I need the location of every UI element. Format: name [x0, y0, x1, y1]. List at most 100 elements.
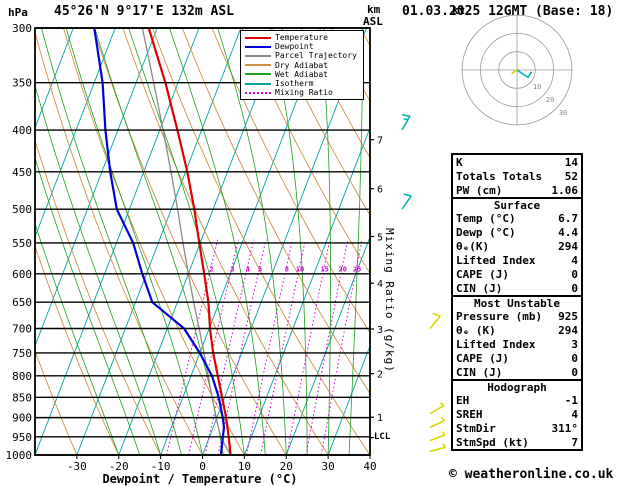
index-label: CIN (J) — [456, 365, 503, 379]
km-axis-label: km — [367, 3, 381, 16]
pressure-tick-label: 600 — [12, 268, 32, 281]
table-row: CIN (J) 0 — [453, 365, 581, 379]
legend-label: Parcel Trajectory — [275, 51, 357, 61]
mixing-ratio-line — [305, 239, 349, 455]
mixing-ratio-value-label: 5 — [258, 266, 262, 274]
mixing-ratio-value-label: 8 — [285, 266, 289, 274]
pressure-tick-label: 750 — [12, 347, 32, 360]
section-title: Surface — [493, 198, 541, 212]
temp-tick-label: 30 — [322, 460, 335, 473]
pressure-tick-label: 500 — [12, 203, 32, 216]
isotherm-line — [35, 28, 158, 348]
table-row: Dewp (°C) 4.4 — [453, 225, 581, 239]
table-row: SREH 4 — [453, 407, 581, 421]
legend-label: Wet Adiabat — [275, 69, 328, 79]
legend-item-mixing-ratio: Mixing Ratio — [245, 88, 361, 97]
temp-tick-label: -10 — [151, 460, 171, 473]
index-value: 311° — [551, 421, 579, 435]
hodograph-ring-label: 30 — [559, 109, 567, 117]
parcel-line-swatch — [245, 54, 271, 57]
mixing-ratio-value-label: 25 — [353, 266, 361, 274]
index-label: Totals Totals — [456, 169, 543, 183]
dry-adiabat-line-swatch — [245, 64, 271, 67]
mixing-ratio-value-label: 20 — [339, 266, 347, 274]
temp-tick-label: 40 — [363, 460, 376, 473]
hodograph-unit-label: kt — [452, 4, 466, 17]
table-row: CIN (J) 0 — [453, 281, 581, 295]
hodograph-range-ring — [479, 33, 554, 107]
index-label: Pressure (mb) — [456, 309, 543, 323]
table-row: PW (cm) 1.06 — [453, 183, 581, 197]
index-value: 0 — [571, 281, 578, 295]
mixing-ratio-line-swatch — [245, 91, 271, 94]
index-value: -1 — [564, 393, 578, 407]
pressure-tick-label: 800 — [12, 370, 32, 383]
lcl-label: LCL — [374, 432, 391, 442]
temp-tick-label: -30 — [67, 460, 87, 473]
legend-label: Mixing Ratio — [275, 88, 333, 98]
legend-label: Isotherm — [275, 79, 314, 89]
index-label: Dewp (°C) — [456, 225, 516, 239]
hodograph-ring-label: 10 — [533, 83, 541, 91]
index-value: 3 — [571, 337, 578, 351]
pressure-tick-label: 400 — [12, 124, 32, 137]
table-section-header-surface: Surface — [453, 197, 581, 212]
temp-tick-label: 0 — [199, 460, 206, 473]
index-label: CAPE (J) — [456, 267, 509, 281]
index-label: θₑ(K) — [456, 239, 490, 253]
isotherm-line — [76, 28, 242, 455]
index-label: Lifted Index — [456, 337, 536, 351]
pressure-tick-label: 650 — [12, 296, 32, 309]
index-label: CAPE (J) — [456, 351, 509, 365]
dry-adiabat-line — [300, 28, 370, 159]
table-row: Pressure (mb) 925 — [453, 309, 581, 323]
table-section-header-most-unstable: Most Unstable — [453, 295, 581, 310]
hodograph-trace-lower — [511, 69, 518, 75]
index-value: 0 — [571, 351, 578, 365]
legend-label: Temperature — [275, 33, 328, 43]
pressure-tick-label: 550 — [12, 237, 32, 250]
legend-label: Dry Adiabat — [275, 60, 328, 70]
mixing-ratio-line — [188, 239, 239, 455]
legend-item-parcel: Parcel Trajectory — [245, 51, 361, 60]
asl-axis-label: ASL — [363, 15, 383, 28]
wet-adiabat-line-swatch — [245, 73, 271, 76]
dry-adiabat-line — [241, 28, 370, 275]
mixing-ratio-line — [246, 239, 293, 455]
legend-label: Dewpoint — [275, 42, 314, 52]
temperature-curve — [147, 28, 232, 455]
index-label: StmDir — [456, 421, 496, 435]
index-label: Temp (°C) — [456, 211, 516, 225]
table-row: CAPE (J) 0 — [453, 267, 581, 281]
wind-barb — [429, 431, 446, 442]
index-value: 7 — [571, 435, 578, 449]
wind-barb — [401, 113, 411, 131]
mixing-ratio-value-label: 3 — [230, 266, 234, 274]
datetime-title: 01.03.2025 12GMT (Base: 18) — [402, 4, 614, 19]
wind-barb — [429, 443, 447, 453]
km-tick-label: 2 — [377, 370, 383, 381]
mixing-ratio-line — [166, 239, 219, 455]
legend-item-dewpoint: Dewpoint — [245, 42, 361, 51]
table-row: CAPE (J) 0 — [453, 351, 581, 365]
legend-box: Temperature Dewpoint Parcel Trajectory D… — [240, 30, 364, 101]
pressure-tick-label: 900 — [12, 412, 32, 425]
mixing-ratio-line — [204, 239, 255, 455]
wind-barb — [429, 402, 445, 415]
mixing-ratio-value-label: 4 — [246, 266, 250, 274]
temp-tick-label: 10 — [238, 460, 251, 473]
index-label: Lifted Index — [456, 253, 536, 267]
wind-barb — [401, 193, 412, 210]
mixing-ratio-line — [260, 239, 306, 455]
wind-barb — [429, 416, 446, 429]
temperature-line-swatch — [245, 36, 271, 39]
index-label: SREH — [456, 407, 483, 421]
legend-item-temperature: Temperature — [245, 33, 361, 42]
mixing-ratio-line — [320, 239, 363, 455]
pressure-tick-label: 850 — [12, 391, 32, 404]
table-row: Lifted Index 3 — [453, 337, 581, 351]
table-row: Lifted Index 4 — [453, 253, 581, 267]
index-value: 925 — [558, 309, 578, 323]
isotherm-line — [243, 126, 370, 455]
isotherm-line — [35, 28, 74, 130]
